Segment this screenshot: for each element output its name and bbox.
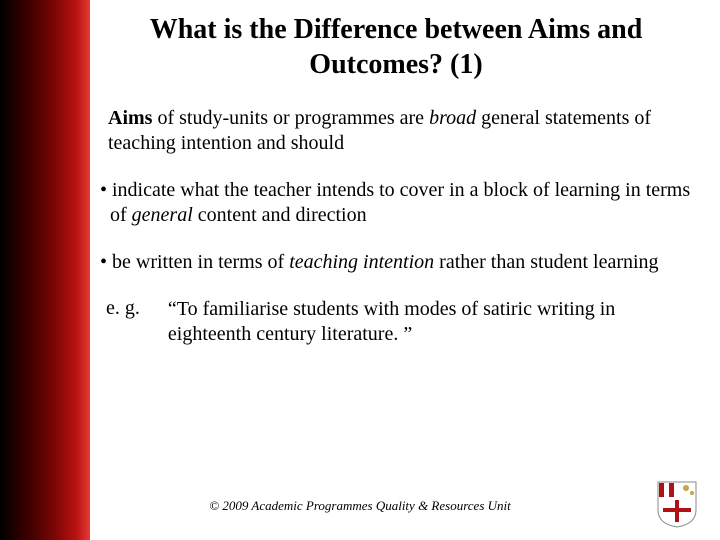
crest-icon [656, 480, 698, 528]
bullet-2-italic: teaching intention [289, 251, 434, 273]
example-label: e. g. [100, 297, 140, 347]
sidebar-gradient [0, 0, 90, 540]
example-row: e. g. “To familiarise students with mode… [100, 297, 692, 347]
bullet-2-prefix: • be written in terms of [100, 251, 289, 273]
bullet-2: • be written in terms of teaching intent… [100, 250, 692, 275]
intro-text-1: of study-units or programmes are [152, 107, 429, 129]
content-area: What is the Difference between Aims and … [100, 12, 692, 520]
slide: What is the Difference between Aims and … [0, 0, 720, 540]
example-text: “To familiarise students with modes of s… [168, 297, 692, 347]
intro-bold-lead: Aims [108, 107, 152, 129]
copyright-footer: © 2009 Academic Programmes Quality & Res… [0, 498, 720, 514]
intro-italic: broad [429, 107, 476, 129]
bullet-1: • indicate what the teacher intends to c… [100, 178, 692, 228]
bullet-2-suffix: rather than student learning [434, 251, 658, 273]
bullet-1-suffix: content and direction [193, 204, 367, 226]
bullet-1-italic: general [132, 204, 193, 226]
intro-paragraph: Aims of study-units or programmes are br… [100, 106, 692, 156]
slide-title: What is the Difference between Aims and … [130, 12, 662, 82]
